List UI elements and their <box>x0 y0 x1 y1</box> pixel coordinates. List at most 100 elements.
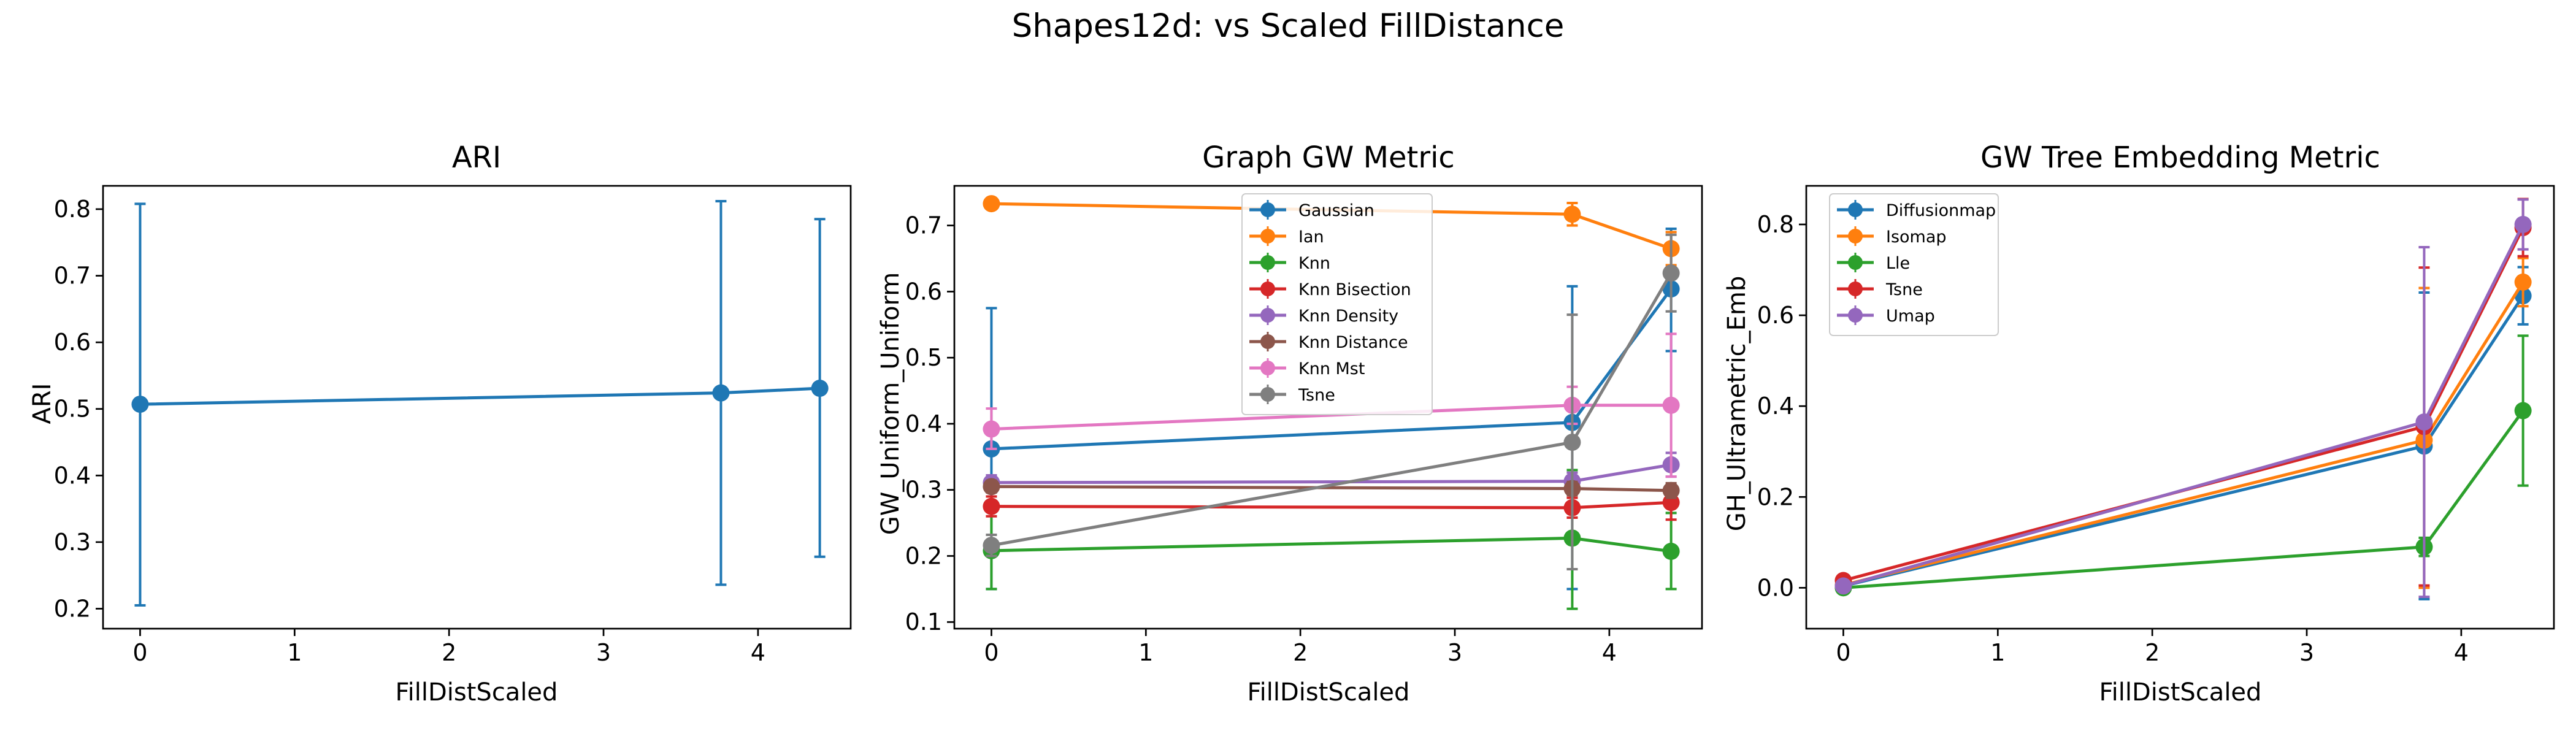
data-point <box>811 380 829 397</box>
legend-label: Tsne <box>1885 280 1923 299</box>
legend-entry: Knn Distance <box>1249 332 1408 352</box>
data-point <box>983 420 1000 438</box>
legend-box <box>1241 193 1433 415</box>
y-axis-label: GH_Ultrametric_Emb <box>1723 276 1751 532</box>
legend-label: Gaussian <box>1298 201 1374 220</box>
legend-label: Umap <box>1886 307 1935 326</box>
y-tick-label: 0.4 <box>905 410 942 437</box>
panel-title: ARI <box>452 140 501 175</box>
legend-marker <box>1848 255 1863 270</box>
legend-label: Knn Density <box>1298 307 1398 326</box>
y-tick-label: 0.2 <box>54 595 91 622</box>
legend-marker <box>1848 229 1863 243</box>
plot-area: 0 1 2 3 4 0.1 0.2 0.3 0.4 0.5 0.6 0.7 Gaussian Ian Knn… <box>905 185 1703 666</box>
x-tick-label: 1 <box>287 639 302 666</box>
legend-label: Knn Bisection <box>1298 280 1411 299</box>
legend-label: Diffusionmap <box>1886 201 1996 220</box>
x-tick-label: 3 <box>596 639 611 666</box>
series-lle <box>1834 334 2532 597</box>
data-point <box>1662 481 1680 499</box>
data-point <box>2514 402 2532 420</box>
data-point <box>983 537 1000 554</box>
data-point <box>2514 215 2532 233</box>
axes-frame <box>953 185 1703 630</box>
legend-label: Knn Mst <box>1298 359 1365 378</box>
legend-marker <box>1260 361 1275 375</box>
y-axis-label: GW_Uniform_Uniform <box>876 272 905 535</box>
x-tick-label: 3 <box>2299 639 2314 666</box>
legend-marker <box>1848 308 1863 323</box>
legend-marker <box>1260 387 1275 402</box>
legend-marker <box>1260 308 1275 323</box>
panel-ari: ARI FillDistScaled ARI 0 1 2 3 4 0.2 0.3 0.4 0.5… <box>28 140 852 707</box>
y-tick-label: 0.0 <box>1757 574 1794 601</box>
legend-marker <box>1260 229 1275 243</box>
y-tick-label: 0.4 <box>54 462 91 489</box>
legend-marker <box>1260 334 1275 349</box>
data-point <box>1662 396 1680 414</box>
data-point <box>983 497 1000 515</box>
data-point <box>983 195 1000 213</box>
y-tick-label: 0.1 <box>905 608 942 635</box>
legend-entry: Tsne <box>1249 385 1335 405</box>
x-tick-label: 0 <box>132 639 147 666</box>
y-tick-label: 0.3 <box>905 477 942 504</box>
panel-title: GW Tree Embedding Metric <box>1980 140 2380 175</box>
data-point <box>2415 413 2433 431</box>
legend-entry: Ian <box>1249 226 1324 247</box>
y-tick-label: 0.2 <box>1757 483 1794 510</box>
legend-entry: Umap <box>1837 305 1935 326</box>
panel-gw-tree-embedding-metric: GW Tree Embedding Metric FillDistScaled … <box>1723 140 2555 707</box>
data-point <box>1662 542 1680 560</box>
x-tick-label: 0 <box>1836 639 1850 666</box>
x-tick-label: 2 <box>1293 639 1308 666</box>
legend-entry: Isomap <box>1837 226 1947 247</box>
legend-label: Tsne <box>1298 386 1335 405</box>
legend-marker <box>1260 255 1275 270</box>
x-tick-label: 4 <box>751 639 765 666</box>
y-tick-label: 0.3 <box>54 529 91 556</box>
y-tick-label: 0.6 <box>54 329 91 356</box>
axes-frame <box>102 185 852 630</box>
x-tick-label: 3 <box>1447 639 1462 666</box>
legend-entry: Knn Bisection <box>1249 279 1411 299</box>
y-tick-label: 0.4 <box>1757 393 1794 420</box>
panel-graph-gw-metric: Graph GW Metric FillDistScaled GW_Unifor… <box>876 140 1703 707</box>
x-tick-label: 2 <box>2145 639 2160 666</box>
legend: Diffusionmap Isomap Lle Tsne Umap <box>1829 193 1999 336</box>
legend-entry: Lle <box>1837 253 1910 273</box>
data-point <box>131 396 149 413</box>
figure-title: Shapes12d: vs Scaled FillDistance <box>1012 7 1565 45</box>
data-point <box>1563 205 1581 223</box>
x-tick-label: 1 <box>1990 639 2005 666</box>
legend: Gaussian Ian Knn Knn Bisection Knn Density Kn… <box>1241 193 1433 415</box>
x-tick-label: 4 <box>2454 639 2469 666</box>
y-tick-label: 0.6 <box>1757 302 1794 329</box>
legend-entry: Gaussian <box>1249 200 1374 220</box>
legend-marker <box>1848 282 1863 296</box>
legend-marker <box>1260 202 1275 217</box>
y-tick-label: 0.7 <box>905 212 942 239</box>
y-tick-label: 0.7 <box>54 263 91 289</box>
y-axis-label: ARI <box>28 383 56 424</box>
x-tick-label: 1 <box>1138 639 1153 666</box>
y-tick-label: 0.5 <box>54 396 91 423</box>
y-tick-label: 0.8 <box>54 196 91 223</box>
x-axis-label: FillDistScaled <box>396 678 558 707</box>
data-point <box>1834 577 1852 595</box>
legend-label: Knn <box>1298 254 1330 273</box>
data-point <box>712 384 730 402</box>
legend-box <box>1829 193 1999 336</box>
legend-label: Isomap <box>1886 228 1947 247</box>
panel-title: Graph GW Metric <box>1202 140 1455 175</box>
data-point <box>2514 273 2532 291</box>
y-tick-label: 0.8 <box>1757 211 1794 238</box>
series-ian <box>983 195 1680 267</box>
x-tick-label: 0 <box>984 639 999 666</box>
x-tick-label: 2 <box>442 639 456 666</box>
legend-entry: Knn Mst <box>1249 358 1365 378</box>
y-tick-label: 0.5 <box>905 344 942 371</box>
axes-frame <box>1805 185 2555 630</box>
legend-entry: Tsne <box>1837 279 1923 299</box>
